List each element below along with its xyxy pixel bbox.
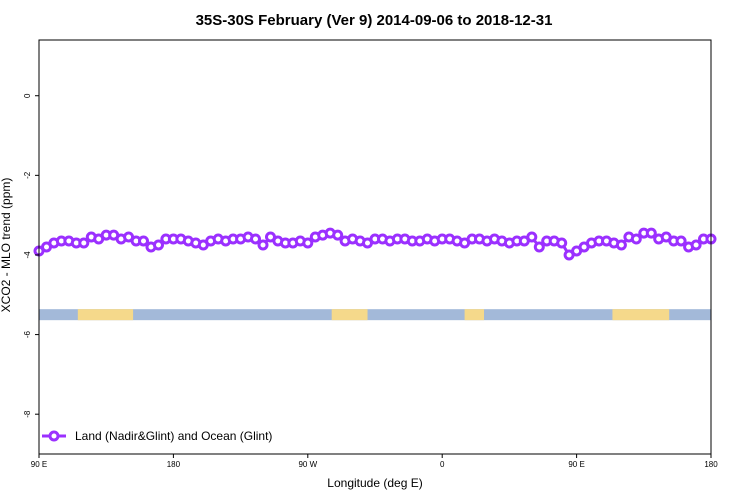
legend-marker-swatch xyxy=(48,430,60,442)
data-point xyxy=(302,237,314,249)
data-point xyxy=(153,239,164,251)
data-point xyxy=(257,239,269,251)
y-tick-label: -8 xyxy=(23,410,32,418)
x-axis: 90 E 180 90 W 0 90 E 180 xyxy=(31,454,718,469)
x-tick-label: 90 E xyxy=(31,460,47,469)
chart-title: 35S-30S February (Ver 9) 2014-09-06 to 2… xyxy=(196,12,553,29)
y-tick-label: -2 xyxy=(23,171,32,179)
land-segment xyxy=(464,309,485,321)
land-segment xyxy=(331,309,368,321)
x-tick-label: 0 xyxy=(440,460,445,469)
x-tick-label: 180 xyxy=(167,460,181,469)
y-tick-label: -4 xyxy=(23,251,32,259)
data-point xyxy=(533,241,545,253)
y-axis: 0 -2 -4 -6 -8 xyxy=(23,93,39,418)
data-point xyxy=(690,239,702,251)
data-point xyxy=(630,233,642,245)
legend-label: Land (Nadir&Glint) and Ocean (Glint) xyxy=(75,429,272,443)
data-point xyxy=(526,231,538,243)
plot-frame xyxy=(38,39,712,455)
ocean-band xyxy=(39,309,711,321)
series-layer xyxy=(33,227,717,261)
y-tick-label: -6 xyxy=(23,330,32,338)
data-point xyxy=(332,229,344,241)
legend: Land (Nadir&Glint) and Ocean (Glint) xyxy=(42,429,272,443)
x-tick-label: 90 W xyxy=(298,460,317,469)
data-point xyxy=(250,233,261,245)
land-segment xyxy=(612,309,670,321)
x-tick-label: 90 E xyxy=(568,460,584,469)
land-segment xyxy=(77,309,134,321)
data-point xyxy=(675,235,687,247)
data-point xyxy=(78,237,90,249)
data-point xyxy=(615,239,627,251)
land-ocean-strip xyxy=(39,309,711,321)
data-point xyxy=(556,237,568,249)
y-tick-label: 0 xyxy=(23,93,32,98)
x-axis-label: Longitude (deg E) xyxy=(327,476,422,490)
y-axis-label: XCO2 - MLO trend (ppm) xyxy=(0,178,13,313)
data-point xyxy=(645,227,657,239)
data-point xyxy=(138,235,149,247)
x-tick-label: 180 xyxy=(704,460,718,469)
